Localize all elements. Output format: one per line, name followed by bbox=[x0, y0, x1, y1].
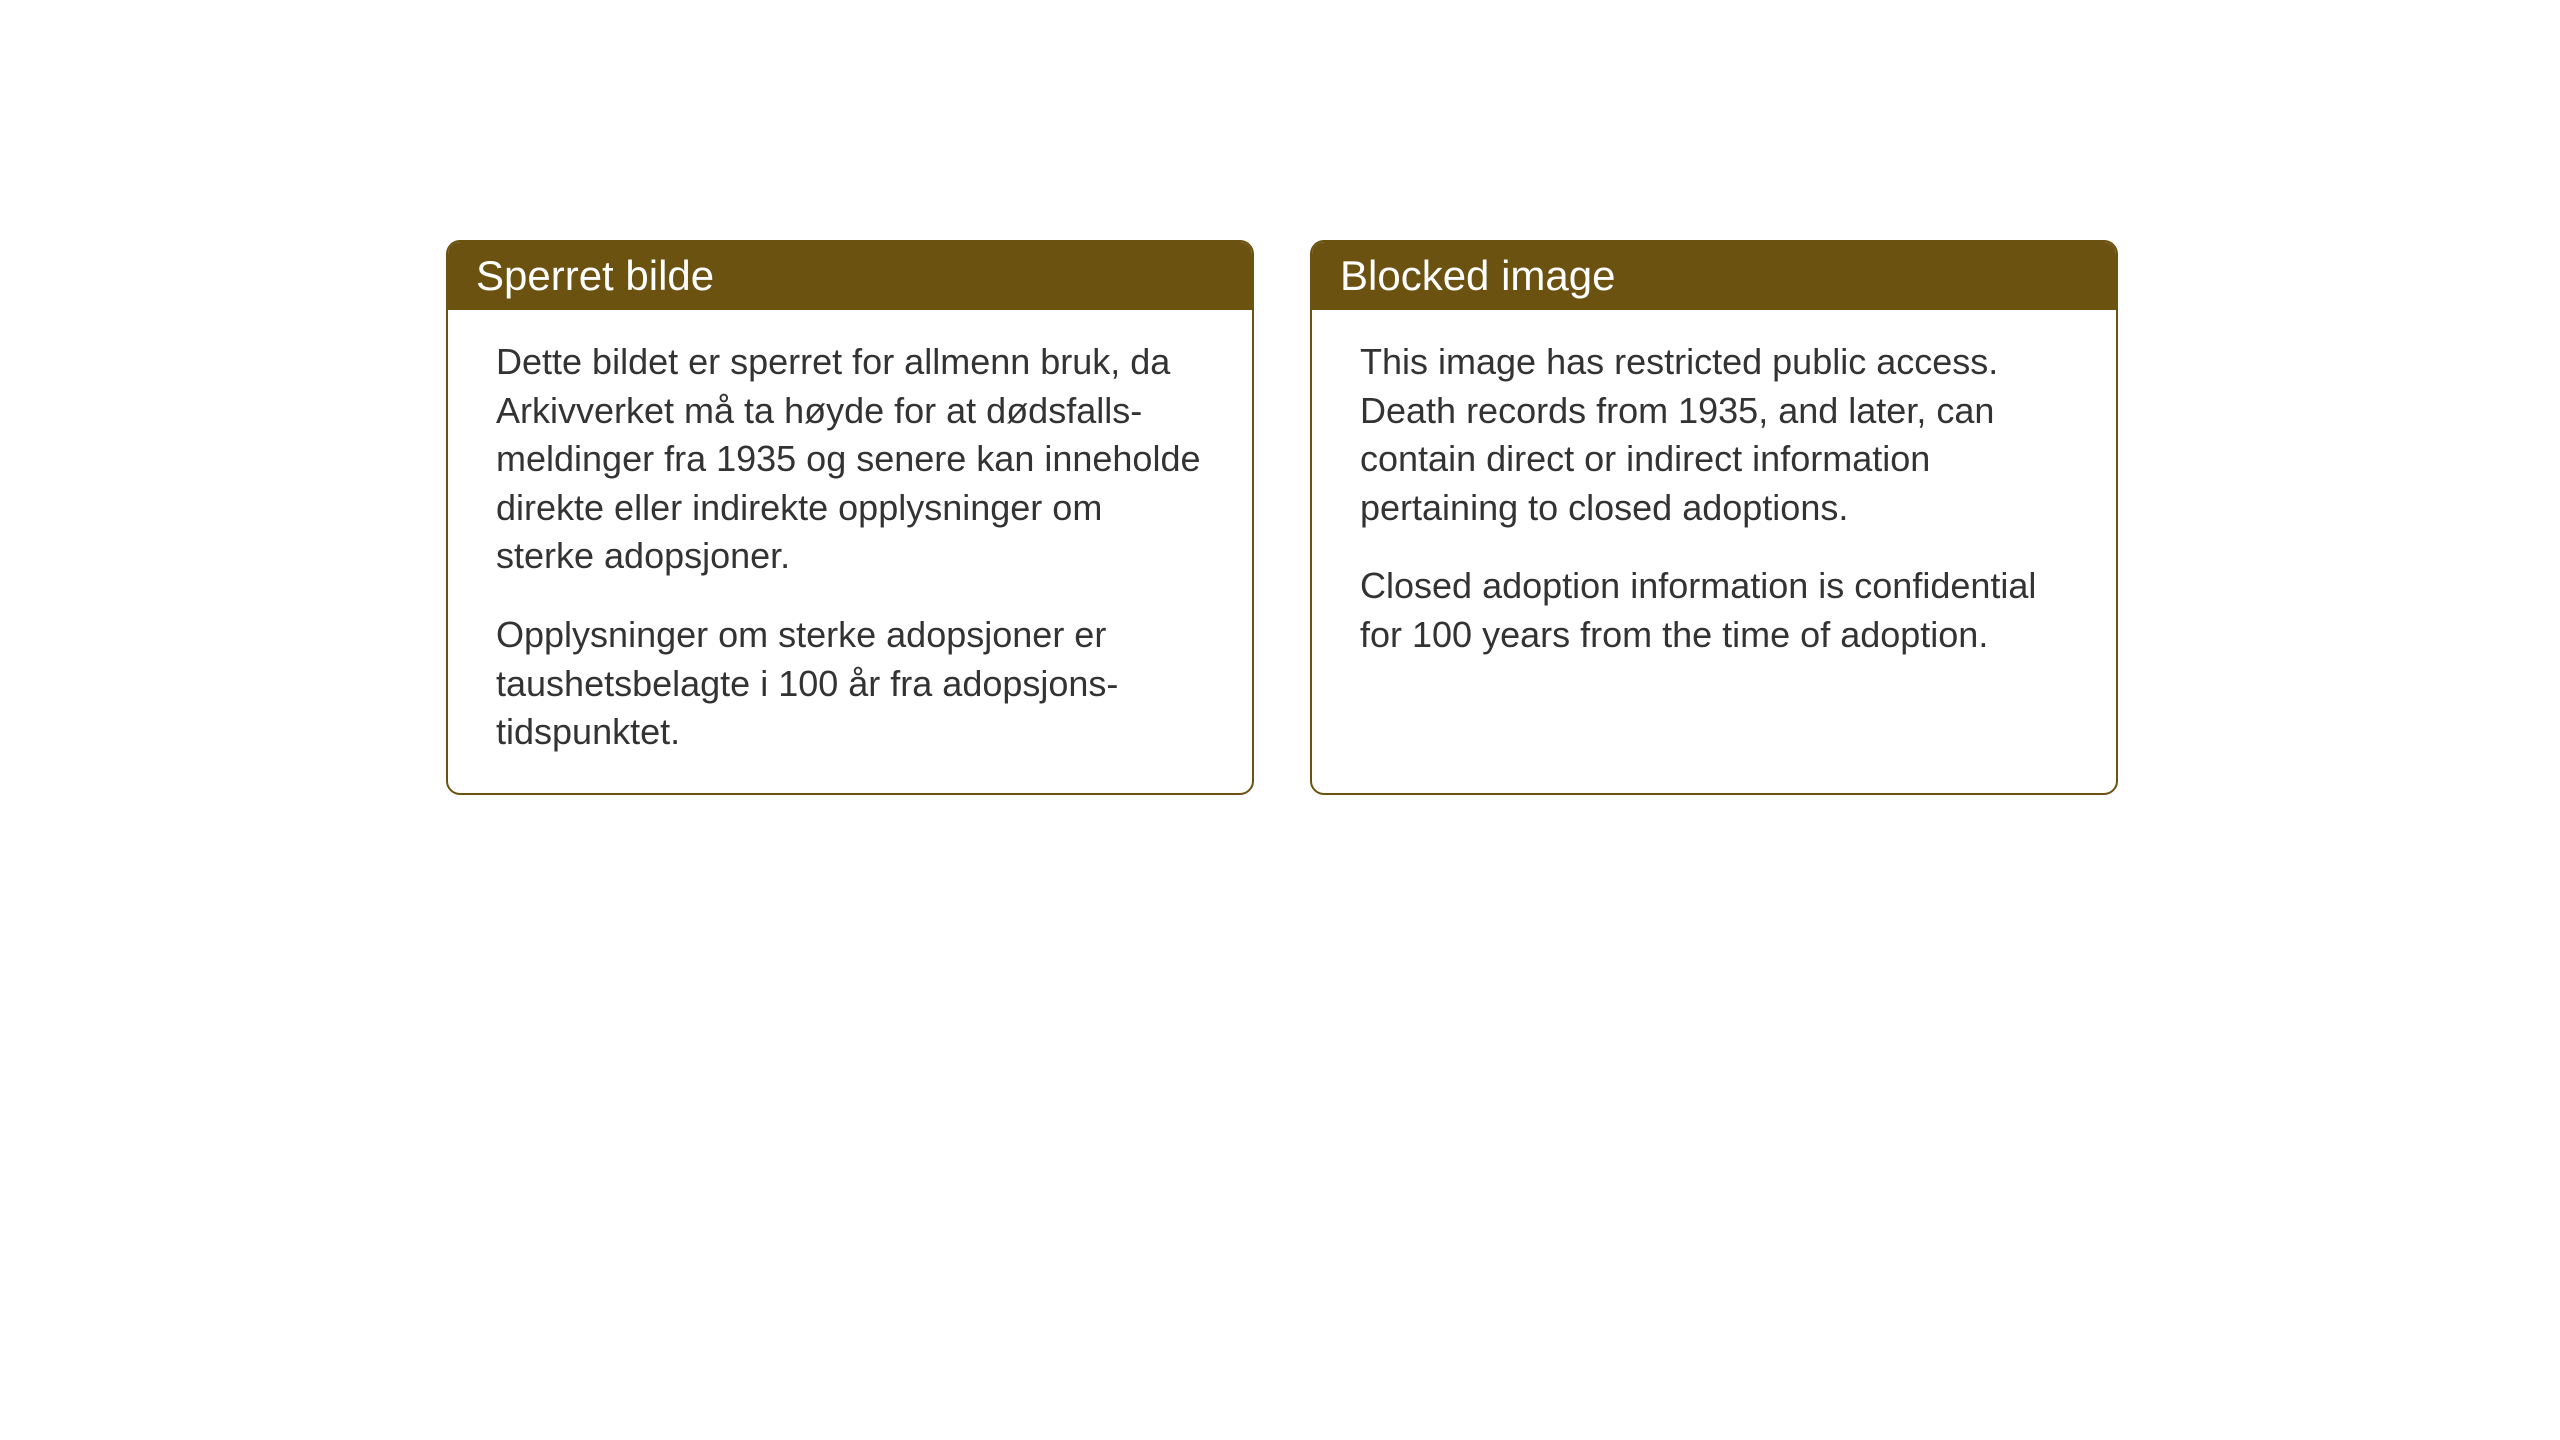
norwegian-notice-card: Sperret bilde Dette bildet er sperret fo… bbox=[446, 240, 1254, 795]
norwegian-paragraph-1: Dette bildet er sperret for allmenn bruk… bbox=[496, 338, 1204, 581]
english-paragraph-2: Closed adoption information is confident… bbox=[1360, 562, 2068, 659]
norwegian-card-header: Sperret bilde bbox=[448, 242, 1252, 310]
english-title: Blocked image bbox=[1340, 252, 1615, 299]
norwegian-card-body: Dette bildet er sperret for allmenn bruk… bbox=[448, 310, 1252, 793]
english-card-header: Blocked image bbox=[1312, 242, 2116, 310]
notice-container: Sperret bilde Dette bildet er sperret fo… bbox=[446, 240, 2118, 795]
norwegian-paragraph-2: Opplysninger om sterke adopsjoner er tau… bbox=[496, 611, 1204, 757]
english-notice-card: Blocked image This image has restricted … bbox=[1310, 240, 2118, 795]
english-paragraph-1: This image has restricted public access.… bbox=[1360, 338, 2068, 532]
norwegian-title: Sperret bilde bbox=[476, 252, 714, 299]
english-card-body: This image has restricted public access.… bbox=[1312, 310, 2116, 696]
